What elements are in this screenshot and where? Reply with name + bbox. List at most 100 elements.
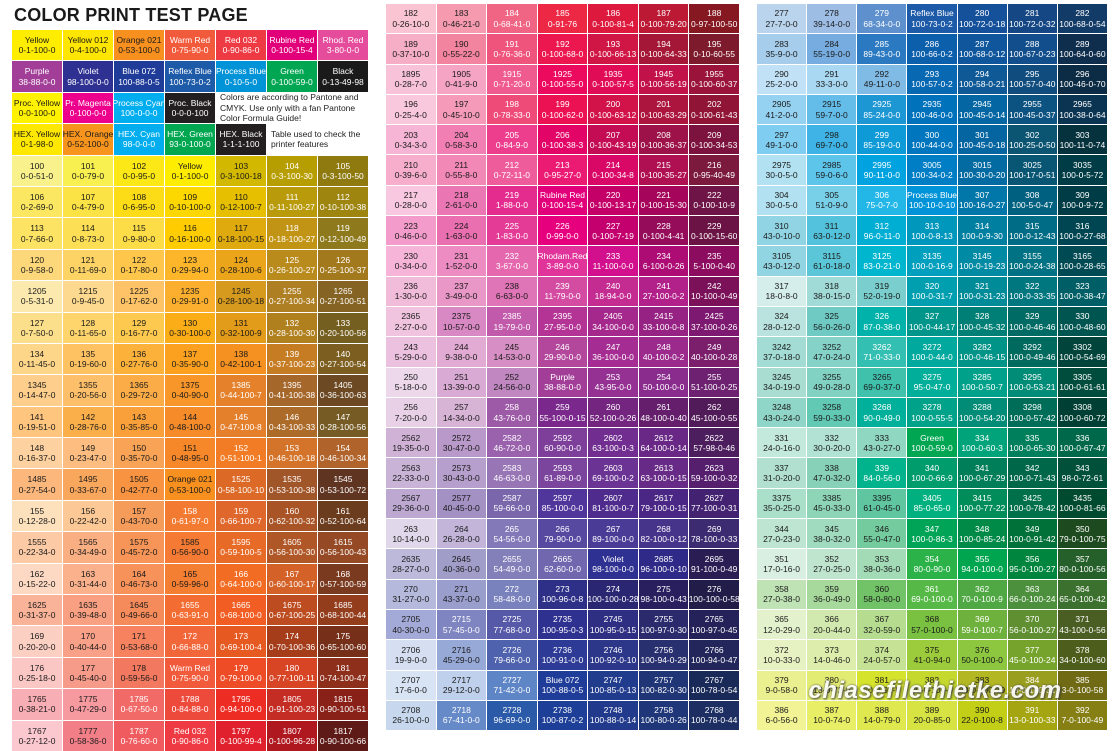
- swatch-cmyk: 100-0-59-0: [911, 442, 953, 453]
- color-swatch: 152 0-51-100-1: [216, 438, 266, 469]
- color-swatch: 268 82-100-0-12: [638, 519, 689, 549]
- swatch-name: 2738: [553, 705, 572, 716]
- swatch-name: 3035: [1072, 159, 1092, 170]
- swatch-cmyk: 0-53-100-38: [268, 484, 316, 495]
- swatch-name: 174: [284, 631, 300, 642]
- swatch-name: 133: [335, 317, 351, 328]
- swatch-cmyk: 0-100-56-19: [640, 79, 687, 90]
- swatch-cmyk: 100-0-77-22: [958, 503, 1006, 514]
- color-swatch: 3278 100-0-55-5: [907, 397, 957, 428]
- color-swatch: 375 41-0-94-0: [907, 640, 957, 670]
- swatch-name: 1505: [129, 474, 149, 485]
- swatch-name: 285: [874, 38, 889, 49]
- color-swatch: Orange 021 0-53-100-0: [165, 469, 215, 500]
- swatch-cmyk: 43-37-0-0: [442, 594, 480, 605]
- swatch-cmyk: 0-20-56-0: [69, 390, 107, 401]
- swatch-name: 1635: [78, 600, 98, 611]
- swatch-name: 321: [975, 281, 990, 292]
- swatch-cmyk: 0-25-4-0: [394, 109, 427, 120]
- swatch-cmyk: 0-45-10-0: [442, 109, 480, 120]
- swatch-cmyk: 50-100-0-0: [642, 382, 685, 393]
- swatch-name: 352: [824, 553, 839, 564]
- swatch-name: 1955: [704, 69, 724, 80]
- swatch-cmyk: 0-7-66-0: [20, 233, 54, 244]
- color-swatch: 243 5-29-0-0: [386, 337, 436, 367]
- color-swatch: 171 0-53-68-0: [114, 626, 164, 657]
- color-swatch: 2365 2-27-0-0: [386, 306, 436, 337]
- swatch-cmyk: 100-0-49-46: [1009, 351, 1056, 362]
- color-swatch: 205 0-84-9-0: [487, 125, 537, 155]
- swatch-name: 354: [924, 553, 940, 564]
- swatch-name: 221: [656, 190, 671, 201]
- swatch-name: 248: [656, 341, 671, 352]
- swatch-cmyk: 57-98-0-46: [693, 442, 735, 453]
- swatch-cmyk: 0-12-100-49: [319, 233, 367, 244]
- swatch-cmyk: 5-18-0-0: [394, 382, 427, 393]
- color-swatch: 2583 46-63-0-0: [487, 458, 537, 488]
- color-swatch: 3272 100-0-44-0: [907, 337, 957, 367]
- swatch-name: 122: [131, 254, 147, 265]
- swatch-name: 334: [975, 432, 990, 443]
- color-swatch: 2725 77-68-0-0: [487, 609, 537, 640]
- swatch-name: 140: [335, 348, 351, 359]
- color-swatch: 3105 43-0-12-0: [757, 246, 807, 276]
- swatch-cmyk: 38-0-15-0: [813, 291, 851, 302]
- swatch-cmyk: 19-35-0-0: [392, 442, 430, 453]
- swatch-cmyk: 68-34-0-0: [863, 18, 901, 29]
- swatch-cmyk: 20-0-44-0: [813, 624, 851, 635]
- swatch-cmyk: 24-0-57-0: [863, 654, 901, 665]
- swatch-cmyk: 100-0-61-61: [1059, 382, 1106, 393]
- color-swatch: 108 0-6-95-0: [114, 186, 164, 218]
- swatch-name: 2995: [872, 159, 892, 170]
- swatch-name: Green: [920, 432, 944, 443]
- color-swatch: 131 0-32-100-9: [216, 312, 266, 343]
- swatch-cmyk: 38-0-32-0: [813, 533, 851, 544]
- color-swatch: 129 0-16-77-0: [114, 312, 164, 343]
- swatch-name: Rubine Red: [540, 190, 585, 201]
- swatch-name: 143: [131, 411, 147, 422]
- swatch-name: 3288: [972, 402, 992, 413]
- swatch-name: 102: [131, 160, 147, 171]
- color-swatch: 161 0-52-100-64: [318, 500, 368, 532]
- color-swatch: 121 0-11-69-0: [63, 249, 113, 281]
- swatch-cmyk: 80-0-90-0: [913, 563, 951, 574]
- swatch-name: 2622: [704, 432, 724, 443]
- color-swatch: 2375 10-57-0-0: [436, 306, 487, 337]
- color-swatch: 358 27-0-38-0: [757, 579, 807, 609]
- swatch-cmyk: 0-35-70-0: [120, 453, 158, 464]
- swatch-cmyk: 55-19-0-0: [813, 48, 851, 59]
- color-swatch: 1535 0-53-100-38: [267, 469, 317, 500]
- color-swatch: 1765 0-38-21-0: [12, 689, 62, 720]
- color-swatch: 230 0-34-0-0: [386, 246, 436, 276]
- swatch-name: 3405: [922, 493, 942, 504]
- swatch-cmyk: 0-46-0-0: [394, 230, 427, 241]
- swatch-cmyk: 30-0-5-0: [765, 200, 798, 211]
- swatch-name: 310: [774, 220, 789, 231]
- swatch-name: 1767: [27, 725, 47, 736]
- swatch-cmyk: 59-0-6-0: [815, 170, 848, 181]
- swatch-cmyk: 100-0-46-46: [1009, 321, 1056, 332]
- color-swatch: 2612 64-100-0-14: [638, 428, 689, 458]
- swatch-name: 337: [774, 462, 789, 473]
- color-swatch: 382 29-0-100-0: [907, 670, 957, 700]
- color-swatch: 305 51-0-9-0: [807, 185, 857, 216]
- swatch-name: 317: [774, 281, 789, 292]
- color-swatch: 1545 0-53-100-72: [318, 469, 368, 500]
- color-swatch: 2716 45-29-0-0: [436, 640, 487, 670]
- color-swatch: 2622 57-98-0-46: [689, 428, 739, 458]
- swatch-name: 132: [284, 317, 300, 328]
- swatch-cmyk: 100-0-78-42: [1009, 503, 1056, 514]
- swatch-cmyk: 69-0-37-0: [863, 382, 901, 393]
- swatch-name: 197: [454, 99, 469, 110]
- color-swatch: 3282 100-0-46-15: [957, 337, 1007, 367]
- color-swatch: 3275 95-0-47-0: [907, 367, 957, 397]
- swatch-name: 350: [1075, 523, 1090, 534]
- swatch-name: 1535: [282, 474, 302, 485]
- swatch-cmyk: 100-45-0-18: [958, 139, 1006, 150]
- swatch-cmyk: 0-100-62-0: [541, 109, 584, 120]
- color-swatch: 213 0-95-27-0: [537, 155, 588, 185]
- color-swatch: 380 13-0-72-0: [807, 670, 857, 700]
- swatch-cmyk: 40-100-0-28: [691, 351, 738, 362]
- swatch-cmyk: 27-7-0-0: [765, 18, 798, 29]
- swatch-name: 1565: [78, 537, 98, 548]
